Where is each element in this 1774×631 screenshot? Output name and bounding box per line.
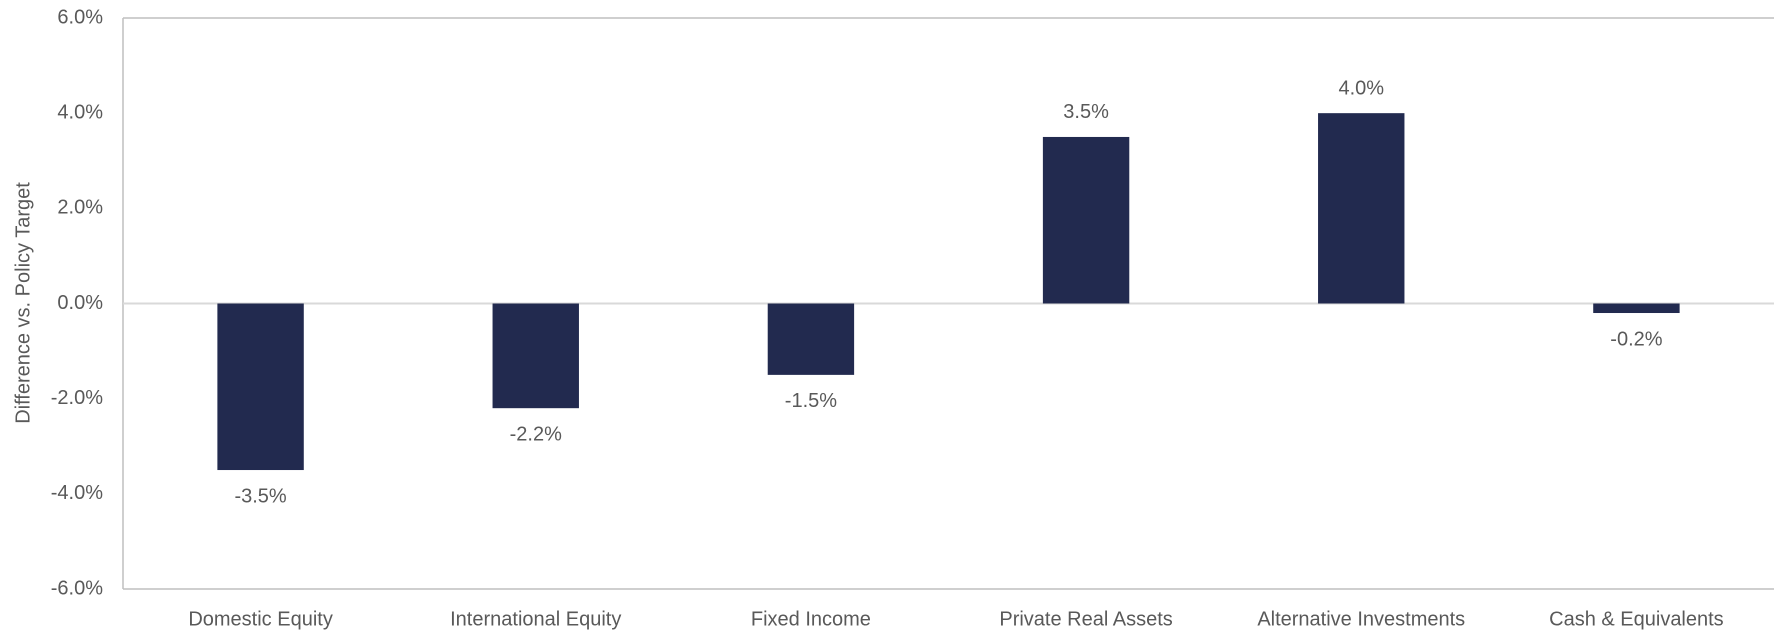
data-label: -0.2% (1610, 328, 1662, 350)
data-label: -2.2% (510, 423, 562, 445)
bar (492, 303, 579, 409)
y-tick-label: 4.0% (57, 101, 103, 123)
y-tick-label: -6.0% (51, 577, 103, 599)
bar (1318, 113, 1405, 304)
data-label: -3.5% (234, 485, 286, 507)
bar (767, 303, 855, 375)
data-label: -1.5% (785, 390, 837, 412)
bar (1042, 136, 1130, 304)
y-axis-label: Difference vs. Policy Target (12, 182, 34, 424)
bar (217, 303, 304, 471)
data-label: 3.5% (1063, 101, 1109, 123)
x-tick-label: Alternative Investments (1257, 608, 1465, 630)
data-label: 4.0% (1338, 77, 1384, 99)
x-tick-label: Private Real Assets (999, 608, 1172, 630)
bar (1593, 303, 1680, 314)
x-tick-label: International Equity (450, 608, 621, 630)
x-tick-label: Domestic Equity (188, 608, 333, 630)
y-tick-label: -4.0% (51, 482, 103, 504)
y-tick-label: 2.0% (57, 197, 103, 219)
y-tick-label: 6.0% (57, 6, 103, 28)
x-tick-label: Cash & Equivalents (1549, 608, 1724, 630)
y-tick-label: 0.0% (57, 292, 103, 314)
x-tick-label: Fixed Income (751, 608, 871, 630)
y-tick-label: -2.0% (51, 387, 103, 409)
